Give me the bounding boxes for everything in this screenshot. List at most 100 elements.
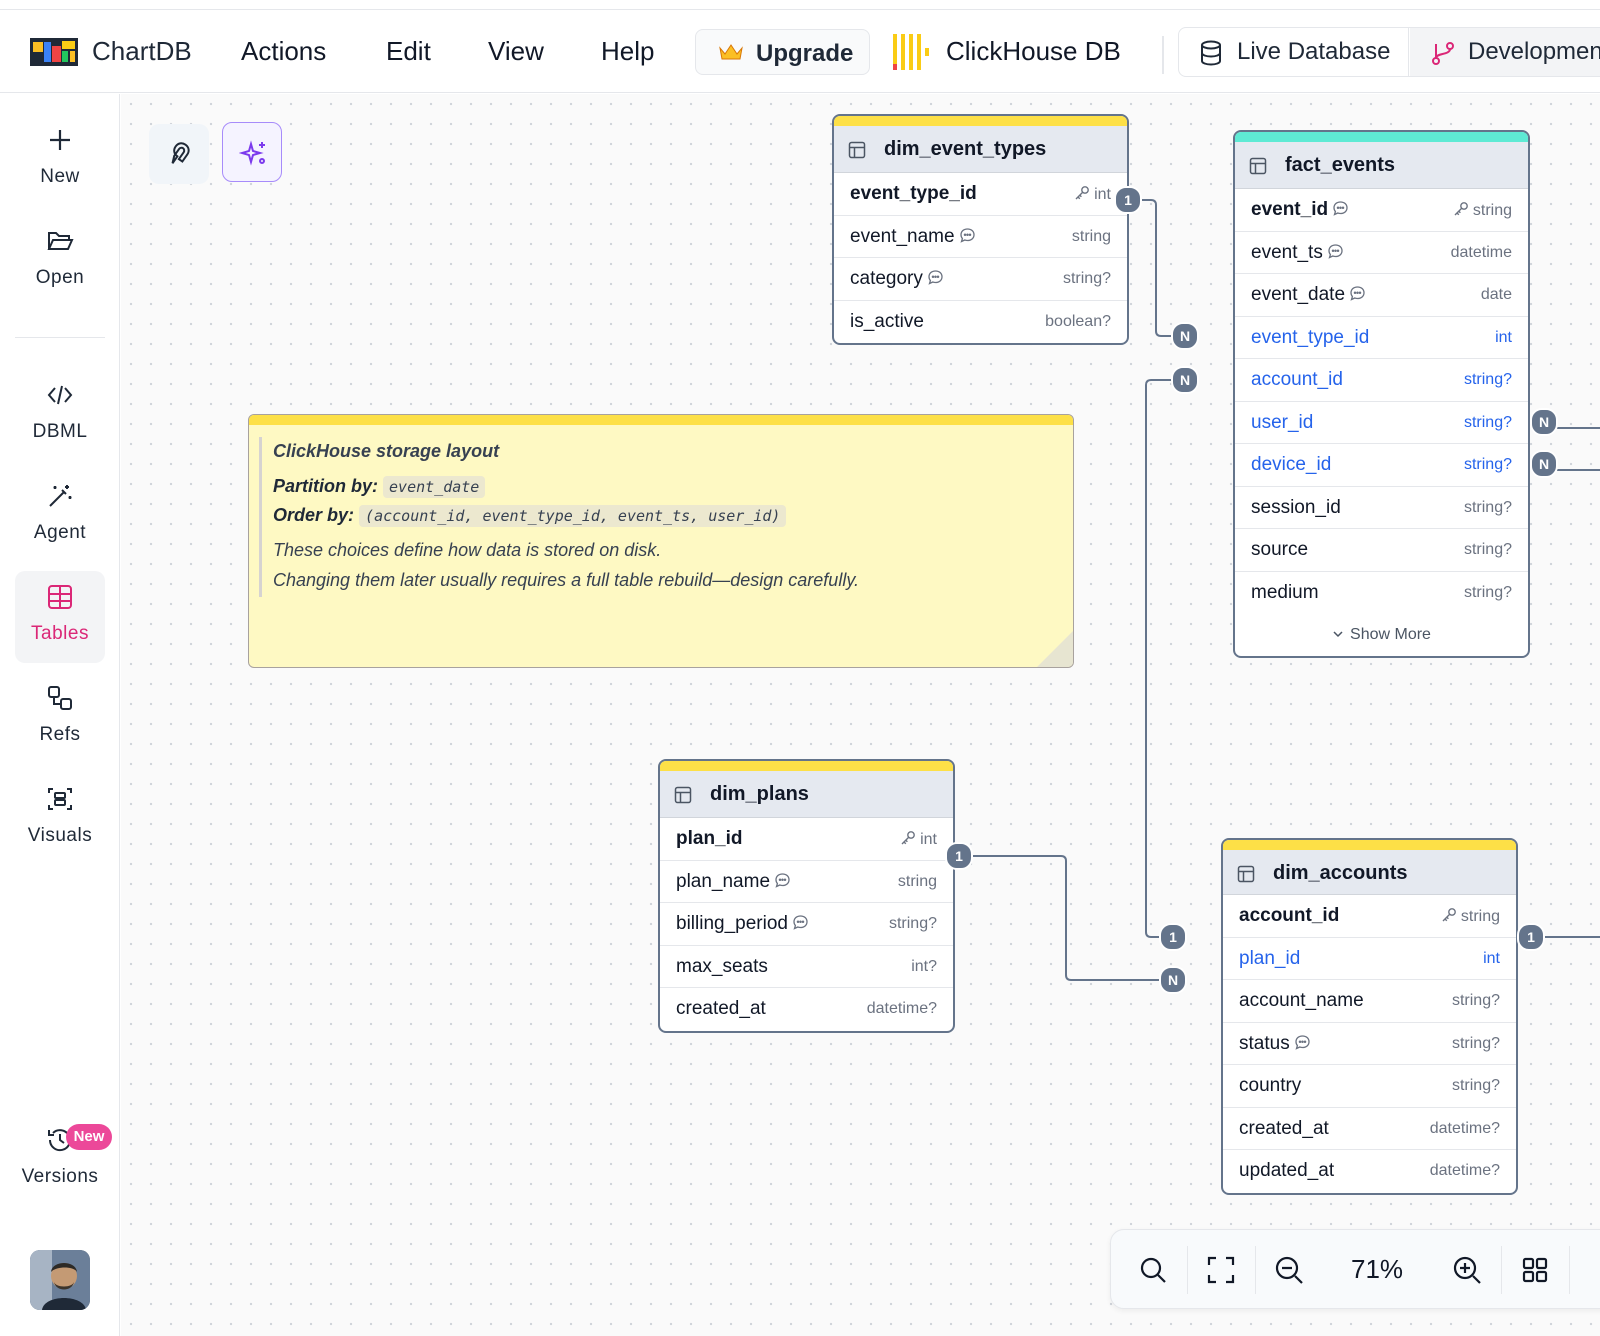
rel-badge-many[interactable]: N bbox=[1171, 366, 1199, 394]
ai-assist-button[interactable] bbox=[222, 122, 282, 182]
column-name: created_at bbox=[1239, 1118, 1329, 1140]
note-line-1: These choices define how data is stored … bbox=[273, 540, 662, 560]
chartdb-logo-icon[interactable] bbox=[30, 36, 78, 68]
column-row[interactable]: billing_period string? bbox=[660, 903, 953, 946]
database-name[interactable]: ClickHouse DB bbox=[946, 36, 1121, 66]
menu-edit[interactable]: Edit bbox=[386, 36, 431, 66]
table-header[interactable]: dim_plans bbox=[660, 771, 953, 818]
column-row[interactable]: account_id string bbox=[1223, 895, 1516, 938]
layout-grid-icon[interactable] bbox=[1519, 1254, 1551, 1286]
column-row[interactable]: device_id string? bbox=[1235, 444, 1528, 487]
menu-view[interactable]: View bbox=[488, 36, 544, 66]
rel-badge-one[interactable]: 1 bbox=[1159, 923, 1187, 951]
menu-help[interactable]: Help bbox=[601, 36, 655, 66]
column-row[interactable]: medium string? bbox=[1235, 572, 1528, 615]
sidebar-item-dbml[interactable]: DBML bbox=[15, 369, 105, 461]
column-type: int bbox=[1074, 185, 1111, 204]
column-row[interactable]: is_active boolean? bbox=[834, 301, 1127, 344]
column-row[interactable]: country string? bbox=[1223, 1065, 1516, 1108]
sidebar-label: Versions bbox=[21, 1166, 99, 1187]
column-type-text: datetime? bbox=[866, 1000, 937, 1017]
rel-badge-many[interactable]: N bbox=[1530, 408, 1558, 436]
plus-icon bbox=[50, 130, 70, 150]
column-row[interactable]: event_name string bbox=[834, 216, 1127, 258]
table-dim-accounts[interactable]: dim_accounts account_id string plan_id int a… bbox=[1221, 838, 1518, 1195]
column-name-text: event_ts bbox=[1251, 241, 1323, 263]
column-name-text: category bbox=[850, 268, 923, 289]
column-row[interactable]: event_id string bbox=[1235, 189, 1528, 232]
live-database-button[interactable]: Live Database bbox=[1179, 28, 1409, 76]
table-fact-events[interactable]: fact_events event_id string event_ts dateti… bbox=[1233, 130, 1530, 658]
table-dim-plans[interactable]: dim_plans plan_id int plan_name string billi… bbox=[658, 759, 955, 1033]
sidebar-item-visuals[interactable]: Visuals bbox=[15, 773, 105, 865]
column-row[interactable]: category string? bbox=[834, 258, 1127, 301]
column-row[interactable]: updated_at datetime? bbox=[1223, 1150, 1516, 1193]
table-name: dim_event_types bbox=[884, 138, 1047, 160]
sidebar-item-new[interactable]: New bbox=[15, 114, 105, 206]
column-type: boolean? bbox=[1045, 313, 1111, 331]
development-branch-button[interactable]: Development bbox=[1410, 28, 1600, 76]
zoom-divider bbox=[1569, 1246, 1570, 1294]
relationship-icon bbox=[48, 686, 72, 710]
storage-layout-note[interactable]: ClickHouse storage layout Partition by: … bbox=[248, 414, 1074, 668]
note-resize-corner[interactable] bbox=[1037, 631, 1073, 667]
zoom-out-icon[interactable] bbox=[1273, 1254, 1305, 1286]
brand-name[interactable]: ChartDB bbox=[92, 36, 192, 66]
sidebar-label: Agent bbox=[33, 522, 87, 543]
column-row[interactable]: status string? bbox=[1223, 1023, 1516, 1065]
zoom-in-icon[interactable] bbox=[1451, 1254, 1483, 1286]
sidebar-label: Open bbox=[35, 267, 85, 288]
sidebar-label: Tables bbox=[31, 623, 89, 644]
rel-badge-many[interactable]: N bbox=[1171, 322, 1199, 350]
rel-badge-one[interactable]: 1 bbox=[1517, 923, 1545, 951]
sidebar-item-open[interactable]: Open bbox=[15, 215, 105, 307]
diagram-canvas[interactable]: dim_event_types event_type_id int event_na… bbox=[121, 94, 1600, 1336]
column-row[interactable]: account_id string? bbox=[1235, 359, 1528, 402]
table-header[interactable]: dim_event_types bbox=[834, 126, 1127, 173]
rel-accounts-to-fact-events bbox=[1145, 379, 1185, 938]
rel-badge-one[interactable]: 1 bbox=[945, 842, 973, 870]
sidebar-item-tables[interactable]: Tables bbox=[15, 571, 105, 663]
show-more-button[interactable]: Show More bbox=[1235, 614, 1528, 656]
column-row[interactable]: session_id string? bbox=[1235, 487, 1528, 529]
table-header[interactable]: dim_accounts bbox=[1223, 850, 1516, 895]
table-dim-event-types[interactable]: dim_event_types event_type_id int event_na… bbox=[832, 114, 1129, 345]
column-row[interactable]: source string? bbox=[1235, 529, 1528, 572]
fit-screen-icon[interactable] bbox=[1205, 1254, 1237, 1286]
column-row[interactable]: event_date date bbox=[1235, 274, 1528, 317]
menu-actions[interactable]: Actions bbox=[241, 36, 327, 66]
column-row[interactable]: created_at datetime? bbox=[660, 988, 953, 1031]
column-row[interactable]: plan_id int bbox=[660, 818, 953, 861]
zoom-level[interactable]: 71% bbox=[1351, 1254, 1404, 1284]
column-type-text: string? bbox=[888, 915, 937, 932]
table-header[interactable]: fact_events bbox=[1235, 142, 1528, 189]
code-icon bbox=[47, 385, 73, 405]
clickhouse-logo-icon bbox=[893, 34, 929, 70]
table-name: dim_accounts bbox=[1273, 862, 1408, 884]
column-row[interactable]: event_type_id int bbox=[1235, 317, 1528, 359]
sidebar-item-refs[interactable]: Refs bbox=[15, 672, 105, 764]
column-row[interactable]: created_at datetime? bbox=[1223, 1108, 1516, 1150]
column-name-text: is_active bbox=[850, 310, 924, 332]
column-name-text: event_type_id bbox=[1251, 326, 1370, 348]
column-row[interactable]: event_ts datetime bbox=[1235, 232, 1528, 274]
magnet-snap-button[interactable] bbox=[149, 124, 209, 184]
search-icon[interactable] bbox=[1137, 1254, 1169, 1286]
upgrade-button[interactable]: Upgrade bbox=[695, 29, 870, 75]
rel-badge-many[interactable]: N bbox=[1159, 966, 1187, 994]
rel-badge-many[interactable]: N bbox=[1530, 450, 1558, 478]
column-name-text: country bbox=[1239, 1075, 1302, 1096]
column-row[interactable]: plan_id int bbox=[1223, 938, 1516, 980]
column-row[interactable]: account_name string? bbox=[1223, 980, 1516, 1023]
table-name: dim_plans bbox=[710, 783, 809, 805]
user-avatar[interactable] bbox=[30, 1250, 90, 1310]
column-row[interactable]: event_type_id int bbox=[834, 173, 1127, 216]
key-icon bbox=[1454, 202, 1468, 216]
column-row[interactable]: plan_name string bbox=[660, 861, 953, 903]
column-name-text: max_seats bbox=[676, 955, 768, 977]
column-name-text: plan_name bbox=[676, 870, 771, 892]
sidebar-item-agent[interactable]: Agent bbox=[15, 470, 105, 562]
column-row[interactable]: max_seats int? bbox=[660, 946, 953, 988]
column-row[interactable]: user_id string? bbox=[1235, 402, 1528, 444]
rel-badge-one[interactable]: 1 bbox=[1114, 186, 1142, 214]
